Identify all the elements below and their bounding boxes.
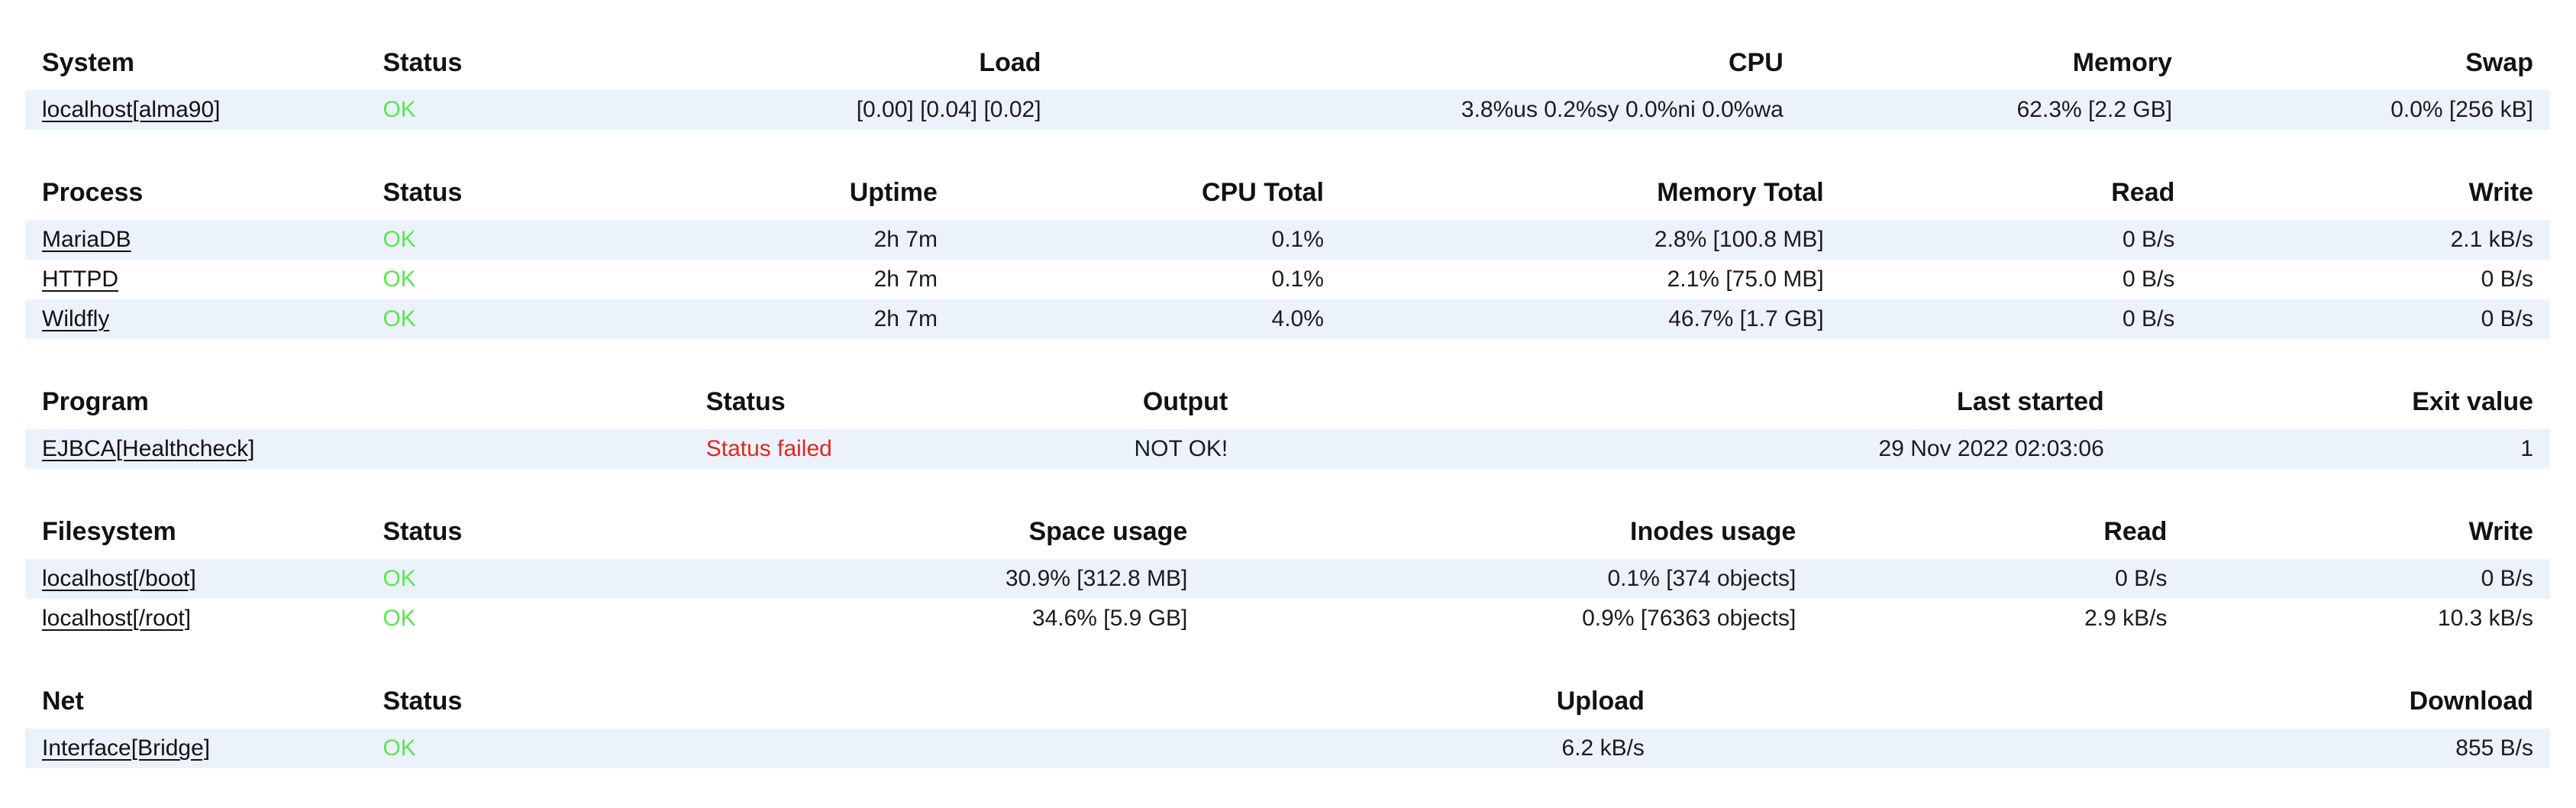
table-row: Interface[Bridge] OK 6.2 kB/s 855 B/s [25, 729, 2550, 768]
header-row: Process Status Uptime CPU Total Memory Total… [25, 179, 2550, 220]
filesystem-table: Filesystem Status Space usage Inodes usage R… [25, 518, 2550, 638]
cell-value: 0.1% [374 objects] [1607, 566, 1796, 591]
column-header-upload: Upload [1556, 687, 1645, 716]
process-table: Process Status Uptime CPU Total Memory Total… [25, 179, 2550, 339]
service-link[interactable]: localhost[/boot] [42, 566, 196, 591]
header-row: Filesystem Status Space usage Inodes usage R… [25, 518, 2550, 559]
net-table: Net Status Upload Download Interface[Bridge]… [25, 687, 2550, 768]
status-badge: OK [383, 735, 416, 761]
column-header-net: Net [42, 687, 84, 716]
status-badge: OK [383, 97, 416, 122]
column-header-program: Program [42, 388, 149, 416]
table-row: Wildfly OK 2h 7m 4.0% 46.7% [1.7 GB] 0 B/s 0 B… [25, 299, 2550, 339]
status-badge: OK [383, 566, 416, 591]
header-row: Net Status Upload Download [25, 687, 2550, 729]
service-link[interactable]: localhost[alma90] [42, 97, 221, 122]
monitoring-dashboard: System Status Load CPU Memory Swap localhost[a… [25, 49, 2550, 768]
cell-value: 0.9% [76363 objects] [1582, 606, 1796, 631]
status-badge: OK [383, 306, 416, 331]
cell-value: 29 Nov 2022 02:03:06 [1878, 436, 2104, 461]
cell-value: 2.8% [100.8 MB] [1654, 227, 1824, 252]
table-row: localhost[alma90] OK [0.00] [0.04] [0.02] 3… [25, 90, 2550, 130]
column-header-output: Output [1142, 388, 1228, 416]
header-row: Program Status Output Last started Exit valu… [25, 388, 2550, 429]
column-header-cpu-total: CPU Total [1201, 179, 1324, 207]
table-row: localhost[/boot] OK 30.9% [312.8 MB] 0.1% [… [25, 559, 2550, 599]
column-header-status: Status [705, 388, 786, 416]
service-link[interactable]: Interface[Bridge] [42, 735, 211, 761]
column-header-read: Read [2103, 518, 2168, 546]
column-header-status: Status [383, 518, 463, 546]
column-header-status: Status [383, 49, 463, 77]
column-header-download: Download [2409, 687, 2533, 716]
service-link[interactable]: localhost[/root] [42, 606, 192, 631]
column-header-inodes-usage: Inodes usage [1630, 518, 1796, 546]
cell-value: 0.1% [1271, 267, 1324, 292]
program-table: Program Status Output Last started Exit valu… [25, 388, 2550, 469]
column-header-read: Read [2111, 179, 2175, 207]
column-header-last-started: Last started [1957, 388, 2104, 416]
cell-value: 0.1% [1271, 227, 1324, 252]
column-header-status: Status [383, 687, 463, 716]
cell-value: 0 B/s [2481, 566, 2533, 591]
column-header-cpu: CPU [1729, 49, 1784, 77]
column-header-exit-value: Exit value [2412, 388, 2533, 416]
service-link[interactable]: HTTPD [42, 267, 118, 292]
table-row: localhost[/root] OK 34.6% [5.9 GB] 0.9% [76… [25, 599, 2550, 638]
status-badge: OK [383, 227, 416, 252]
cell-value: 0 B/s [2481, 306, 2533, 331]
service-link[interactable]: EJBCA[Healthcheck] [42, 436, 255, 461]
cell-value: 30.9% [312.8 MB] [1005, 566, 1188, 591]
system-table: System Status Load CPU Memory Swap localhost[a… [25, 49, 2550, 130]
column-header-filesystem: Filesystem [42, 518, 176, 546]
column-header-process: Process [42, 179, 144, 207]
column-header-system: System [42, 49, 134, 77]
column-header-swap: Swap [2465, 49, 2533, 77]
cell-value: 0 B/s [2481, 267, 2533, 292]
cell-value: 6.2 kB/s [1561, 735, 1645, 761]
cell-value: 2.1 kB/s [2450, 227, 2533, 252]
column-header-space-usage: Space usage [1028, 518, 1188, 546]
column-header-status: Status [383, 179, 463, 207]
cell-value: 10.3 kB/s [2437, 606, 2533, 631]
table-row: MariaDB OK 2h 7m 0.1% 2.8% [100.8 MB] 0 B/s 2.… [25, 220, 2550, 260]
cell-value: 62.3% [2.2 GB] [2016, 97, 2173, 122]
cell-value: 34.6% [5.9 GB] [1031, 606, 1188, 631]
cell-value: 2.1% [75.0 MB] [1667, 267, 1824, 292]
table-row: HTTPD OK 2h 7m 0.1% 2.1% [75.0 MB] 0 B/s 0 B/s [25, 260, 2550, 299]
cell-value: 2h 7m [873, 267, 938, 292]
cell-value: 46.7% [1.7 GB] [1668, 306, 1824, 331]
cell-value: [0.00] [0.04] [0.02] [856, 97, 1041, 122]
column-header-memory-total: Memory Total [1657, 179, 1824, 207]
column-header-load: Load [979, 49, 1041, 77]
cell-value: 855 B/s [2455, 735, 2533, 761]
cell-value: 0 B/s [2115, 566, 2168, 591]
service-link[interactable]: MariaDB [42, 227, 131, 252]
cell-value: 3.8%us 0.2%sy 0.0%ni 0.0%wa [1461, 97, 1784, 122]
cell-value: 0.0% [256 kB] [2390, 97, 2533, 122]
column-header-write: Write [2468, 179, 2533, 207]
cell-value: 0 B/s [2122, 306, 2175, 331]
cell-value: 2.9 kB/s [2084, 606, 2168, 631]
cell-value: 0 B/s [2122, 267, 2175, 292]
cell-value: 0 B/s [2122, 227, 2175, 252]
cell-value: 2h 7m [873, 306, 938, 331]
cell-value: 2h 7m [873, 227, 938, 252]
cell-value: 1 [2520, 436, 2533, 461]
status-badge: OK [383, 606, 416, 631]
cell-value: NOT OK! [1134, 436, 1228, 461]
column-header-uptime: Uptime [849, 179, 938, 207]
table-row: EJBCA[Healthcheck] Status failed NOT OK! 29… [25, 429, 2550, 469]
column-header-write: Write [2468, 518, 2533, 546]
column-header-memory: Memory [2072, 49, 2173, 77]
service-link[interactable]: Wildfly [42, 306, 110, 331]
cell-value: 4.0% [1271, 306, 1324, 331]
status-badge: Status failed [705, 436, 832, 461]
status-badge: OK [383, 267, 416, 292]
header-row: System Status Load CPU Memory Swap [25, 49, 2550, 90]
